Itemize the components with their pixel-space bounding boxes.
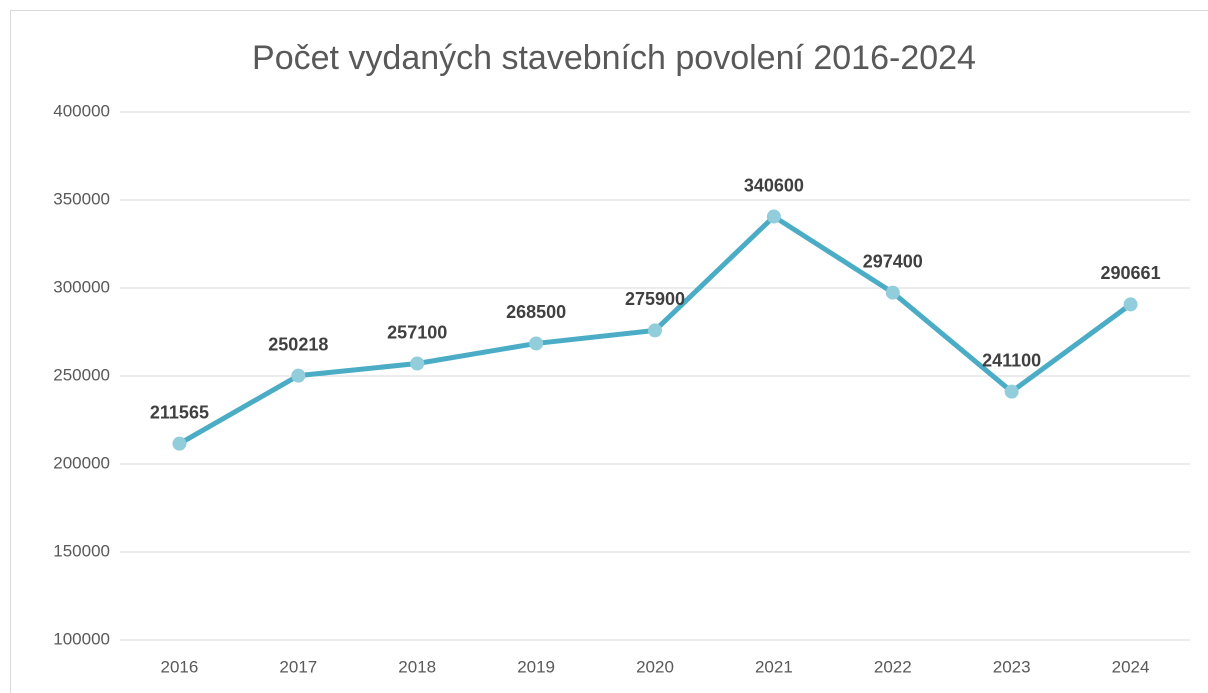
y-tick-label: 200000 <box>53 453 110 472</box>
y-tick-label: 400000 <box>53 101 110 120</box>
y-tick-label: 250000 <box>53 365 110 384</box>
marker <box>291 368 306 383</box>
x-tick-label: 2021 <box>755 657 793 676</box>
x-tick-label: 2024 <box>1112 657 1150 676</box>
marker <box>529 336 544 351</box>
marker <box>172 436 187 451</box>
x-tick-label: 2018 <box>398 657 436 676</box>
data-label: 211565 <box>150 402 209 422</box>
chart-border <box>10 10 1208 693</box>
chart-title: Počet vydaných stavebních povolení 2016-… <box>252 39 976 77</box>
data-label: 275900 <box>625 289 685 309</box>
x-tick-label: 2020 <box>636 657 674 676</box>
x-tick-label: 2023 <box>993 657 1031 676</box>
x-tick-label: 2022 <box>874 657 912 676</box>
data-label: 290661 <box>1101 263 1161 283</box>
marker <box>885 285 900 300</box>
marker <box>1004 384 1019 399</box>
y-tick-label: 300000 <box>53 277 110 296</box>
y-tick-label: 150000 <box>53 541 110 560</box>
x-tick-label: 2017 <box>279 657 317 676</box>
y-tick-label: 350000 <box>53 189 110 208</box>
data-label: 297400 <box>863 251 923 271</box>
data-label: 241100 <box>982 350 1041 370</box>
marker <box>648 323 662 338</box>
data-label: 257100 <box>387 322 447 342</box>
data-label: 268500 <box>506 302 566 322</box>
x-tick-label: 2019 <box>517 657 555 676</box>
x-tick-label: 2016 <box>161 657 199 676</box>
marker <box>1123 297 1138 312</box>
data-label: 250218 <box>268 334 328 354</box>
marker <box>766 209 781 224</box>
marker <box>410 356 425 371</box>
y-tick-label: 100000 <box>53 629 110 648</box>
data-label: 340600 <box>744 175 804 195</box>
